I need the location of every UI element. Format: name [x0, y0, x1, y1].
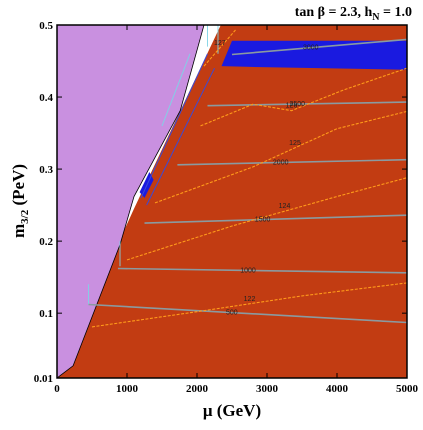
- cyan-boundary-line: [161, 53, 191, 127]
- plot-frame: [56, 24, 408, 379]
- grey-contour-label: 2500: [290, 101, 306, 108]
- orange-contour-125: [154, 110, 407, 204]
- chart-title: tan β = 2.3, hN = 1.0: [295, 5, 412, 23]
- orange-contour-label: 126: [286, 103, 298, 110]
- orange-contour-126: [200, 67, 407, 127]
- x-axis-label: μ (GeV): [203, 401, 261, 420]
- y-tick-label: 0.5: [39, 20, 53, 32]
- x-tick-label: 4000: [326, 383, 349, 395]
- grey-contour-1000: [117, 267, 407, 274]
- blue-band: [221, 40, 407, 70]
- blue-boundary-line: [140, 53, 208, 199]
- grey-contour-3000: [231, 38, 407, 56]
- x-tick-label: 2000: [186, 383, 209, 395]
- y-tick-label: 0.2: [39, 236, 53, 248]
- x-tick-label: 1000: [116, 383, 139, 395]
- grey-contour-label: 1000: [240, 267, 256, 274]
- regions-layer: [57, 25, 407, 378]
- grey-contour-1500: [144, 214, 407, 224]
- grey-contour-label: 3000: [303, 45, 319, 52]
- x-tick-label: 3000: [256, 383, 279, 395]
- allowed-region: [57, 25, 407, 378]
- blue-boundary-line: [146, 67, 215, 206]
- orange-contour-label: 122: [244, 296, 256, 303]
- grey-contour-500: [88, 303, 407, 324]
- contours-layer: [88, 25, 407, 328]
- x-tick-label: 0: [54, 383, 60, 395]
- contour-labels-layer: 500 1000 1500 2000 2500 3000 122 124 125 126 127: [214, 40, 319, 317]
- y-tick-label: 0.01: [34, 373, 53, 385]
- grey-contour-label: 500: [226, 310, 238, 317]
- orange-contour-label: 127: [214, 40, 226, 47]
- y-axis: 0.01 0.1 0.2 0.3 0.4 0.5: [34, 20, 407, 385]
- y-tick-label: 0.4: [39, 92, 53, 104]
- y-tick-label: 0.1: [39, 308, 53, 320]
- orange-contour-label: 124: [279, 203, 291, 210]
- orange-contour-124: [126, 177, 407, 261]
- orange-contour-122: [91, 282, 407, 328]
- grey-contour-2000: [177, 158, 407, 166]
- grey-contour-label: 1500: [255, 217, 271, 224]
- y-axis-label: m3/2 (PeV): [9, 164, 31, 238]
- orange-contour-127: [203, 29, 236, 67]
- grey-contour-label: 2000: [273, 160, 289, 167]
- x-axis: 0 1000 2000 3000 4000 5000: [54, 25, 419, 395]
- x-tick-label: 5000: [396, 383, 419, 395]
- y-tick-label: 0.3: [39, 164, 53, 176]
- orange-contour-label: 125: [289, 140, 301, 147]
